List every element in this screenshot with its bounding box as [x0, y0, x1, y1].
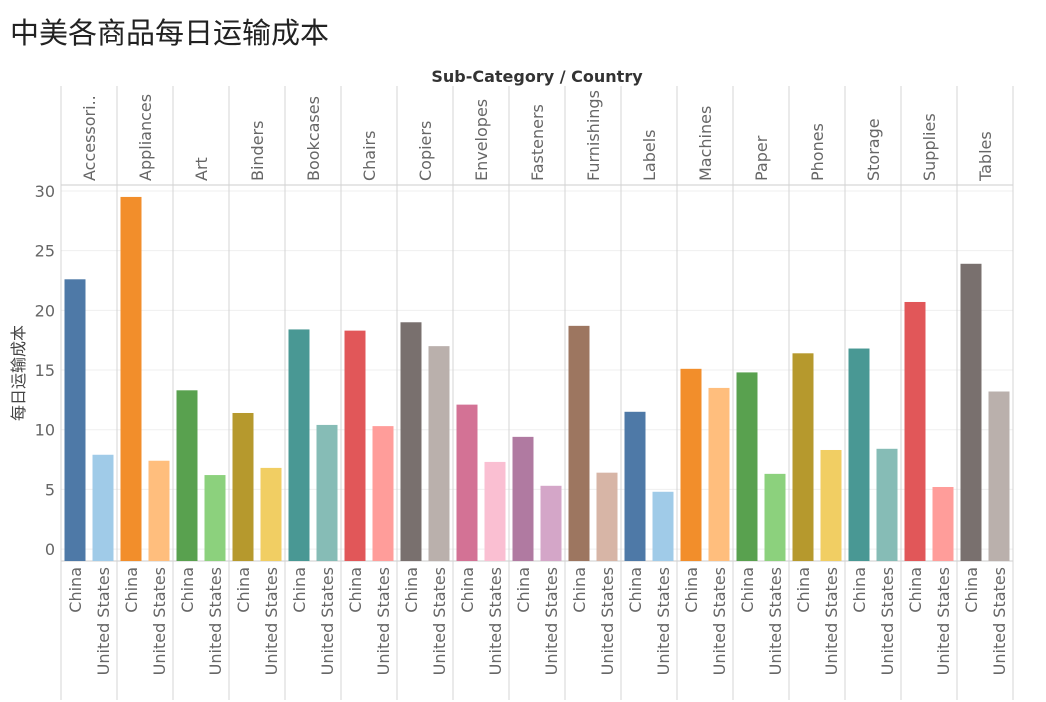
bar: [596, 472, 618, 561]
y-tick-label: 15: [35, 361, 55, 380]
country-label: United States: [542, 567, 561, 675]
country-label: United States: [206, 567, 225, 675]
category-label: Chairs: [360, 131, 379, 181]
country-label: United States: [654, 567, 673, 675]
country-label: China: [682, 567, 701, 613]
category-label: Tables: [976, 131, 995, 182]
bar: [148, 460, 170, 561]
country-label: United States: [94, 567, 113, 675]
y-tick-label: 30: [35, 182, 55, 201]
category-label: Accessori..: [80, 95, 99, 181]
country-label: China: [850, 567, 869, 613]
bar: [876, 448, 898, 561]
category-label: Furnishings: [584, 90, 603, 181]
bar: [932, 486, 954, 561]
country-label: China: [346, 567, 365, 613]
country-label: China: [122, 567, 141, 613]
bar: [568, 325, 590, 561]
bar: [64, 279, 86, 561]
country-label: China: [402, 567, 421, 613]
bar: [176, 390, 198, 561]
category-label: Labels: [640, 130, 659, 182]
category-label: Bookcases: [304, 96, 323, 181]
category-label: Supplies: [920, 113, 939, 181]
bar: [400, 322, 422, 561]
bar: [764, 473, 786, 561]
bar: [960, 263, 982, 561]
category-label: Appliances: [136, 94, 155, 181]
category-label: Art: [192, 157, 211, 181]
y-tick-label: 25: [35, 242, 55, 261]
category-label: Binders: [248, 121, 267, 181]
bar: [736, 372, 758, 561]
bar: [92, 454, 114, 561]
bar: [456, 404, 478, 561]
country-label: United States: [486, 567, 505, 675]
bar: [344, 330, 366, 561]
bar: [904, 301, 926, 561]
bar: [988, 391, 1010, 561]
country-label: China: [178, 567, 197, 613]
chart-header: Sub-Category / Country: [431, 67, 643, 86]
bar: [428, 346, 450, 561]
category-label: Paper: [752, 135, 771, 181]
y-axis-label: 每日运输成本: [9, 325, 28, 421]
bar: [204, 475, 226, 561]
country-label: China: [66, 567, 85, 613]
country-label: China: [290, 567, 309, 613]
bar: [372, 426, 394, 561]
country-label: United States: [766, 567, 785, 675]
country-label: China: [514, 567, 533, 613]
country-label: China: [962, 567, 981, 613]
category-label: Phones: [808, 123, 827, 181]
bar: [680, 368, 702, 561]
bar: [792, 353, 814, 561]
y-tick-label: 0: [45, 540, 55, 559]
country-label: United States: [374, 567, 393, 675]
country-label: China: [570, 567, 589, 613]
bar: [652, 491, 674, 561]
country-label: China: [906, 567, 925, 613]
bar: [540, 485, 562, 561]
y-tick-label: 5: [45, 480, 55, 499]
category-label: Machines: [696, 106, 715, 181]
category-label: Fasteners: [528, 104, 547, 181]
country-label: United States: [150, 567, 169, 675]
y-tick-label: 10: [35, 421, 55, 440]
country-label: China: [794, 567, 813, 613]
country-label: United States: [262, 567, 281, 675]
category-label: Storage: [864, 118, 883, 181]
bar: [316, 424, 338, 561]
bar: [232, 412, 254, 561]
country-label: China: [626, 567, 645, 613]
country-label: China: [234, 567, 253, 613]
country-label: United States: [598, 567, 617, 675]
bar: [624, 411, 646, 561]
country-label: United States: [934, 567, 953, 675]
country-label: United States: [822, 567, 841, 675]
country-label: United States: [878, 567, 897, 675]
country-label: China: [458, 567, 477, 613]
bar: [512, 436, 534, 561]
category-label: Envelopes: [472, 99, 491, 181]
bar: [848, 348, 870, 561]
country-label: United States: [990, 567, 1009, 675]
page-title: 中美各商品每日运输成本: [10, 16, 330, 50]
bar: [260, 467, 282, 561]
bar: [708, 387, 730, 561]
country-label: United States: [710, 567, 729, 675]
category-label: Copiers: [416, 121, 435, 181]
country-label: United States: [430, 567, 449, 675]
bar: [288, 329, 310, 561]
country-label: United States: [318, 567, 337, 675]
bar: [120, 196, 142, 561]
y-tick-label: 20: [35, 301, 55, 320]
country-label: China: [738, 567, 757, 613]
bar: [484, 461, 506, 561]
bar: [820, 449, 842, 561]
